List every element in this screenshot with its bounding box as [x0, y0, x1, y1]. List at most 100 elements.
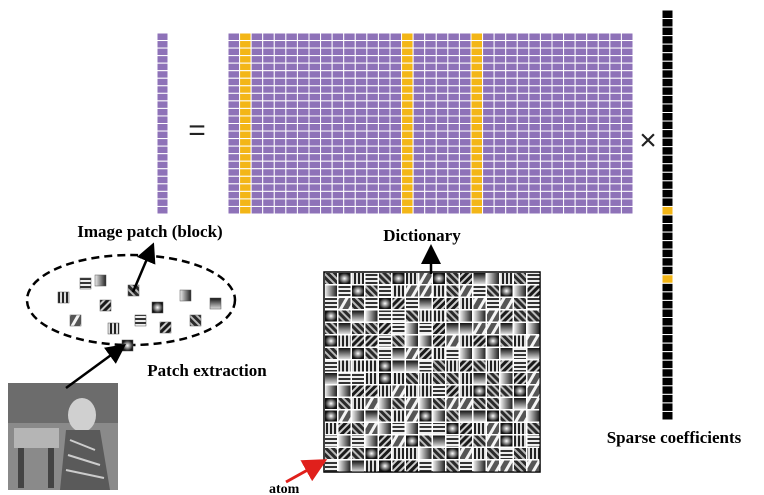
cell — [436, 169, 448, 177]
atom-arrow — [286, 462, 322, 482]
cell — [286, 206, 298, 214]
cell — [552, 131, 564, 139]
cell — [517, 116, 529, 124]
cell — [263, 154, 275, 162]
atom — [339, 411, 351, 422]
atom — [352, 461, 364, 472]
atom — [501, 323, 513, 334]
atom — [420, 398, 432, 409]
cell — [321, 191, 333, 199]
cell — [483, 56, 495, 64]
cell — [240, 124, 252, 132]
cell — [564, 63, 576, 71]
atom — [447, 398, 459, 409]
atom — [501, 448, 513, 459]
cell — [425, 33, 437, 41]
cell — [321, 154, 333, 162]
cell — [552, 63, 564, 71]
cell — [309, 101, 321, 109]
cell — [448, 108, 460, 116]
cell — [378, 108, 390, 116]
cell — [297, 41, 309, 49]
cell — [448, 154, 460, 162]
cell — [564, 206, 576, 214]
cell — [355, 48, 367, 56]
cell — [251, 41, 263, 49]
cell — [436, 176, 448, 184]
cell — [540, 71, 552, 79]
cell — [286, 78, 298, 86]
atom — [460, 361, 472, 372]
patch — [210, 298, 221, 309]
cell — [598, 101, 610, 109]
cell — [662, 53, 673, 62]
cell — [552, 41, 564, 49]
cell — [587, 184, 599, 192]
atom — [352, 373, 364, 384]
cell — [274, 161, 286, 169]
cell — [355, 33, 367, 41]
cell — [483, 146, 495, 154]
cell — [321, 124, 333, 132]
cell — [436, 206, 448, 214]
cell — [332, 101, 344, 109]
cell — [344, 71, 356, 79]
cell — [297, 86, 309, 94]
cell — [662, 121, 673, 130]
equals-sign: = — [188, 114, 206, 147]
cell — [332, 146, 344, 154]
cell — [564, 146, 576, 154]
atom — [460, 348, 472, 359]
atom — [501, 286, 513, 297]
cell — [251, 78, 263, 86]
cell — [332, 33, 344, 41]
cell — [494, 48, 506, 56]
atom — [487, 386, 499, 397]
atom — [447, 361, 459, 372]
atom — [447, 461, 459, 472]
cell — [297, 199, 309, 207]
cell — [448, 41, 460, 49]
page: {"labels": {"image_patch": "Image patch … — [0, 0, 764, 495]
cell — [402, 93, 414, 101]
cell — [402, 41, 414, 49]
atom — [474, 298, 486, 309]
cell — [662, 224, 673, 233]
cell — [309, 116, 321, 124]
cell — [540, 146, 552, 154]
cell — [448, 48, 460, 56]
cell — [274, 93, 286, 101]
cell — [286, 199, 298, 207]
cell — [355, 184, 367, 192]
atom — [420, 436, 432, 447]
cell — [529, 71, 541, 79]
cell — [240, 131, 252, 139]
cell — [587, 191, 599, 199]
cell — [263, 63, 275, 71]
cell — [402, 139, 414, 147]
cell — [575, 108, 587, 116]
cell — [309, 71, 321, 79]
cell — [157, 191, 168, 199]
cell — [390, 191, 402, 199]
cell — [575, 116, 587, 124]
atom — [366, 273, 378, 284]
cell — [263, 206, 275, 214]
cell — [286, 191, 298, 199]
atom — [487, 323, 499, 334]
cell — [517, 33, 529, 41]
cell — [471, 93, 483, 101]
cell — [240, 63, 252, 71]
cell — [529, 206, 541, 214]
cell — [529, 41, 541, 49]
cell — [355, 199, 367, 207]
cell — [344, 146, 356, 154]
atom — [528, 423, 540, 434]
atom — [379, 286, 391, 297]
cell — [587, 139, 599, 147]
cell — [321, 169, 333, 177]
cell — [251, 56, 263, 64]
cell — [425, 184, 437, 192]
atom — [406, 361, 418, 372]
cell — [436, 191, 448, 199]
